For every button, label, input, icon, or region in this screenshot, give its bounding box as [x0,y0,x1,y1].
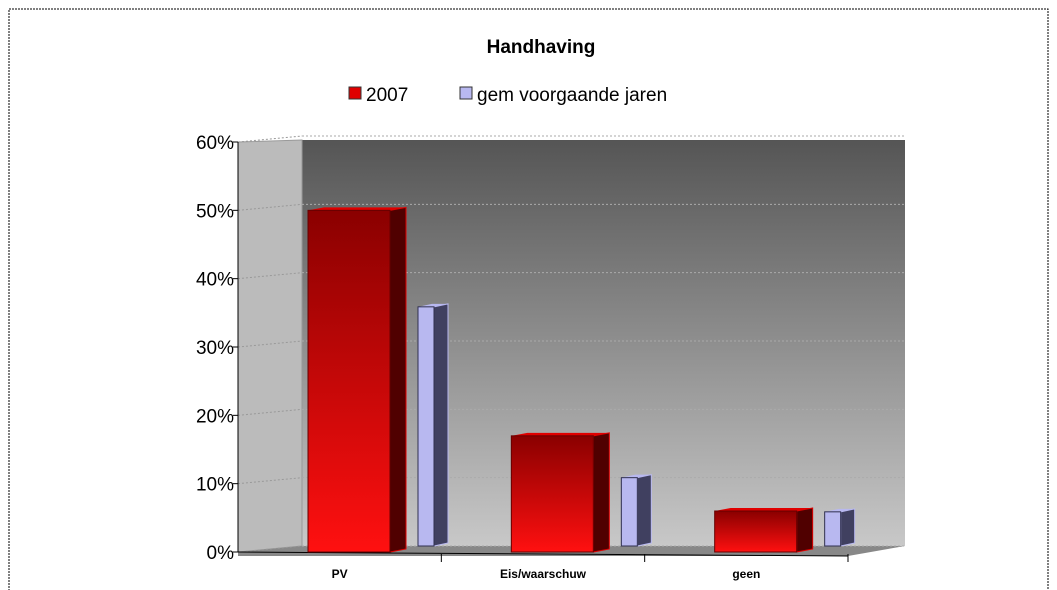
bar [307,209,391,553]
grid-line [237,135,303,143]
grid-line [237,477,303,485]
y-tick-label: 40% [196,270,234,291]
grid-line [237,272,303,280]
bar-top [418,303,448,307]
legend-swatch [459,86,473,100]
legend-label: gem voorgaande jaren [477,85,667,106]
bar-side [796,507,814,553]
y-tick-label: 30% [196,338,234,359]
bar-side [636,474,652,547]
bar-top [308,207,406,211]
bar [620,477,638,547]
bar-side [840,508,856,547]
x-tick-label: geen [732,567,760,581]
x-axis [237,551,849,557]
back-wall [302,140,905,546]
x-tick-label: PV [332,567,348,581]
x-tick-label: Eis/waarschuw [500,567,587,581]
chart-title: Handhaving [487,37,596,58]
legend-swatch [348,86,362,100]
bar [417,306,435,547]
bar-top [714,508,813,511]
bar-top [621,474,652,478]
grid-line [237,408,303,416]
bar [714,510,798,553]
legend-label: 2007 [366,85,408,106]
y-tick-label: 0% [207,543,235,564]
bar [510,435,594,553]
bar [824,511,842,547]
y-tick-label: 50% [196,201,234,222]
grid-line [237,203,303,211]
bar-side [592,432,610,553]
y-tick-label: 10% [196,475,234,496]
grid-line [237,545,303,553]
grid-line [237,340,303,348]
bar-side [433,303,449,547]
y-tick-label: 60% [196,133,234,154]
y-tick-label: 20% [196,406,234,427]
bar-side [389,206,407,553]
bar-top [511,432,610,436]
bar-top [824,508,855,512]
